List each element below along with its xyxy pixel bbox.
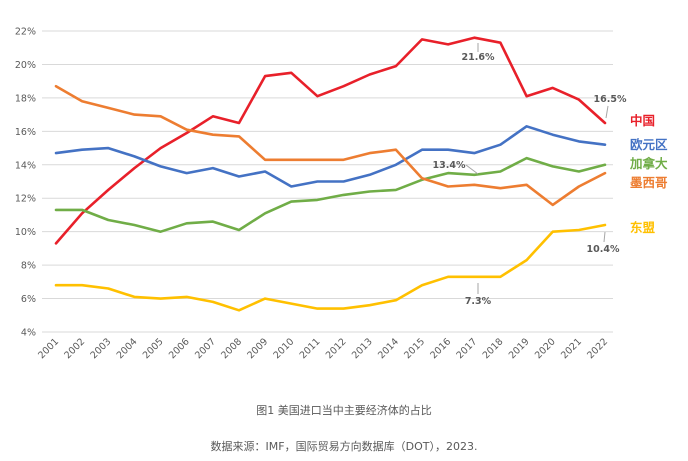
x-tick-label: 2017 [455,336,480,361]
y-axis-ticks: 4% 6% 8% 10% 12% 14% 16% 18% 20% 22% [15,27,36,339]
annotation-leader [605,105,609,119]
series-line [54,125,607,188]
series-lines [54,36,607,312]
x-tick-label: 2021 [559,336,584,361]
data-label: 21.6% [462,52,495,63]
y-tick-label: 20% [15,60,36,71]
y-tick-label: 14% [15,160,36,171]
legend-label: 加拿大 [629,156,668,171]
x-tick-label: 2004 [115,336,140,361]
figure-caption: 图1 美国进口当中主要经济体的占比 [256,403,432,417]
x-tick-label: 2015 [402,336,427,361]
x-tick-label: 2014 [376,336,401,361]
x-tick-label: 2013 [350,336,375,361]
legend-label: 东盟 [630,220,656,235]
x-tick-label: 2016 [428,336,453,361]
x-tick-label: 2003 [89,336,114,361]
y-tick-label: 6% [21,294,36,305]
data-label: 7.3% [465,296,492,307]
x-tick-label: 2019 [507,336,532,361]
legend-label: 墨西哥 [630,175,668,190]
series-line [54,223,607,312]
y-tick-label: 18% [15,93,36,104]
x-tick-label: 2010 [272,336,297,361]
x-tick-label: 2011 [298,336,323,361]
y-tick-label: 22% [15,27,36,38]
x-tick-label: 2008 [219,336,244,361]
annotation-leader [465,164,479,175]
source-note: 数据来源：IMF，国际贸易方向数据库（DOT），2023. [211,439,478,453]
y-tick-label: 8% [21,261,36,272]
y-tick-label: 4% [21,328,36,339]
legend-label: 中国 [630,113,655,128]
x-tick-label: 2018 [481,336,506,361]
x-axis-ticks: 2001 2002 2003 2004 2005 2006 2007 2008 2009 2010… [36,336,610,361]
annotations: 21.6% 16.5% 13.4% 7.3% 10.4% [433,43,627,307]
series-line [54,156,607,233]
data-label: 16.5% [594,94,627,105]
x-tick-label: 2001 [36,336,61,361]
x-tick-label: 2020 [533,336,558,361]
y-tick-label: 12% [15,194,36,205]
annotation-leader [603,231,606,243]
x-tick-label: 2002 [62,336,87,361]
data-label: 13.4% [433,160,466,171]
y-tick-label: 16% [15,127,36,138]
data-label: 10.4% [587,244,620,255]
x-tick-label: 2005 [141,336,166,361]
x-tick-label: 2009 [245,336,270,361]
x-tick-label: 2006 [167,336,192,361]
series-line [54,84,607,207]
x-tick-label: 2012 [324,336,349,361]
y-tick-label: 10% [15,227,36,238]
series-line [54,36,607,245]
x-tick-label: 2007 [193,336,218,361]
x-tick-label: 2022 [585,336,610,361]
legend-label: 欧元区 [630,137,668,152]
